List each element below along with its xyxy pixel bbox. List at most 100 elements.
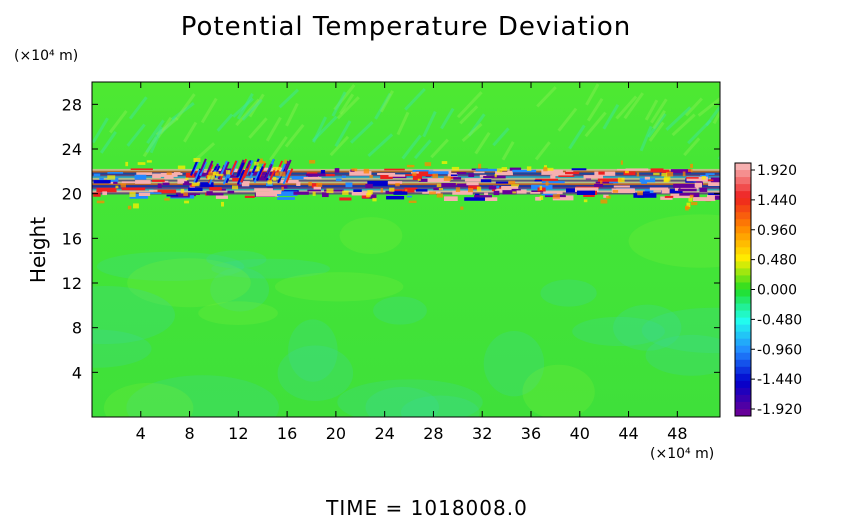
layer-streak [163,180,169,184]
layer-streak [241,181,250,187]
layer-streak [303,176,322,180]
field-wave [232,97,254,118]
layer-streak [444,196,458,202]
chart-title: Potential Temperature Deviation [180,12,632,42]
layer-fleck [682,171,686,177]
layer-streak [541,193,557,196]
colorbar-swatch [735,163,751,171]
field-blotch [127,258,251,308]
layer-fleck [685,205,689,211]
field-wave [333,83,356,111]
field-blotch [211,258,331,279]
field-wave [648,121,665,142]
layer-streak [541,181,565,184]
layer-streak [311,183,318,188]
layer-streak [571,168,587,171]
layer-streak [616,168,627,171]
field-wave [331,91,347,117]
colorbar-swatch [735,261,751,269]
field-wave [159,116,178,135]
colorbar-swatch [735,338,751,347]
layer-streak [594,183,604,187]
layer-streak [535,196,542,201]
layer-fleck [600,199,608,204]
layer-streak [611,188,635,193]
colorbar-swatch [735,212,751,220]
layer-fleck [191,182,200,187]
layer-streak [686,177,699,179]
layer-streak [644,176,650,180]
layer-fleck [369,174,373,179]
layer-streak [598,171,605,175]
layer-fleck [583,199,588,203]
layer-fleck [183,192,188,196]
layer-fleck [686,202,691,208]
y-tick-label: 16 [62,229,82,248]
layer-streak [177,179,187,184]
layer-streak [502,190,517,195]
layer-streak [708,181,720,187]
wave-striation [237,169,245,185]
field-wave [404,87,426,111]
colorbar-swatch [735,226,751,234]
layer-streak [694,182,703,188]
layer-fleck [127,205,132,210]
field-wave [639,125,653,152]
field-wave [534,141,551,161]
colorbar-swatch [735,177,751,185]
layer-streak [594,171,616,176]
layer-streak [184,181,190,185]
layer-streak [512,169,537,173]
layer-streak [574,187,599,192]
layer-streak [415,171,436,177]
wave-striation [285,168,294,183]
field-wave [336,96,360,120]
layer-streak [269,190,282,195]
x-tick-label: 28 [423,424,443,443]
wave-striation [240,167,249,183]
wave-striation [264,164,273,179]
field-wave [183,121,198,143]
layer-streak [388,181,403,184]
field-wave [171,101,195,121]
layer-fleck [129,192,136,197]
layer-streak [485,197,498,202]
field-blotch [92,285,176,345]
colorbar-swatch [735,289,751,298]
colorbar-swatch [735,296,751,305]
layer-streak [450,174,458,177]
layer-streak [367,180,388,186]
layer-streak [107,177,119,183]
layer-streak [162,182,170,186]
layer-fleck [212,171,219,176]
colorbar-swatch [735,233,751,241]
layer-streak [597,178,622,182]
wave-striation [198,158,207,174]
layer-streak [353,189,362,192]
layer-streak [464,197,488,201]
layer-streak [576,190,596,195]
field-wave [644,99,659,121]
field-blotch [645,334,720,376]
x-tick-label: 4 [136,424,146,443]
layer-streak [244,195,255,198]
layer-streak [152,179,165,182]
colorbar-swatch [735,373,751,382]
field-wave [623,92,644,120]
field-blotch [483,331,545,397]
field-wave [126,123,146,147]
field-wave [142,136,158,158]
layer-streak [468,173,475,178]
layer-streak [93,192,101,197]
field-blotch [206,250,267,269]
layer-streak [139,192,162,194]
layer-streak [173,172,181,175]
field-wave [108,110,128,134]
field-blotch [92,329,152,368]
field-blotch [288,319,338,382]
layer-streak [509,167,522,172]
layer-streak [349,171,372,176]
field-blotch [400,395,480,417]
field-wave [374,92,392,120]
